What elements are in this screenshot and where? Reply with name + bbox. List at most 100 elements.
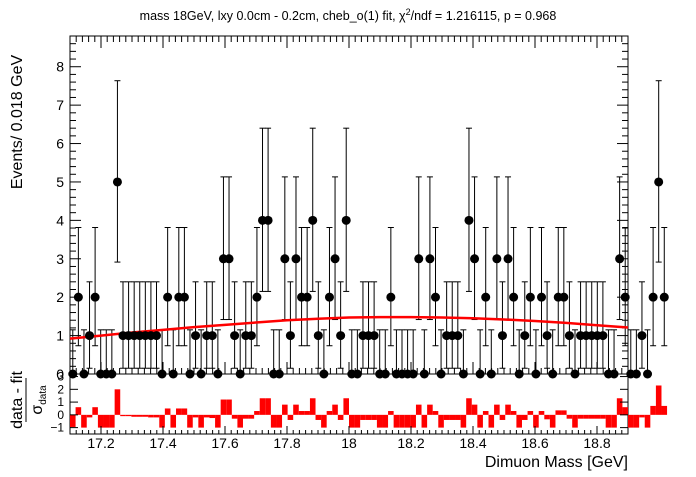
y-tick-label: 3 xyxy=(56,251,64,267)
data-point xyxy=(620,292,630,302)
data-point xyxy=(324,292,334,302)
pull-bars xyxy=(70,385,668,428)
pull-bar xyxy=(265,398,271,415)
pull-bar xyxy=(510,411,517,415)
data-point xyxy=(285,331,295,341)
pull-bar xyxy=(142,414,149,417)
data-point xyxy=(425,254,435,264)
y-tick-label: 2 xyxy=(56,289,64,305)
data-point xyxy=(525,292,535,302)
main-x-ticks xyxy=(69,36,629,374)
main-plot: 0 1 2 3 4 5 6 7 8 Events/ 0.018 GeV xyxy=(9,35,669,382)
pull-bar xyxy=(176,408,182,415)
pull-bar xyxy=(516,414,522,428)
pull-bar xyxy=(226,399,232,415)
pull-bar xyxy=(466,398,472,415)
pull-bar xyxy=(326,411,333,415)
pull-bar xyxy=(628,414,634,428)
data-point xyxy=(230,331,240,341)
x-tick-label: 17.4 xyxy=(149,435,176,451)
title-pre: mass 18GeV, lxy 0.0cm - 0.2cm, cheb_o(1)… xyxy=(140,9,399,23)
pull-bar xyxy=(555,410,562,415)
data-point xyxy=(336,331,346,341)
x-tick-label: 18.6 xyxy=(521,435,548,451)
title-post: /ndf = 1.216115, p = 0.968 xyxy=(411,9,557,23)
pull-bar xyxy=(561,410,567,415)
pull-y-label-denominator: σdata xyxy=(29,385,49,415)
pull-bar xyxy=(92,407,98,415)
pull-bar xyxy=(622,407,628,415)
pull-bar xyxy=(521,414,528,420)
data-point xyxy=(464,215,474,225)
pull-bar xyxy=(421,414,428,428)
data-point xyxy=(73,292,83,302)
pull-bar xyxy=(298,411,305,415)
x-tick-label: 18.8 xyxy=(583,435,610,451)
pull-y-label: data - fit σdata xyxy=(9,371,49,429)
pull-bar xyxy=(282,404,288,415)
data-point xyxy=(654,177,664,187)
pull-y-tick-label: −1 xyxy=(50,421,64,435)
pull-bar xyxy=(360,414,366,420)
data-point xyxy=(492,254,502,264)
pull-bar xyxy=(388,411,394,415)
pull-bar xyxy=(393,414,400,428)
pull-bar xyxy=(136,414,143,417)
pull-bar xyxy=(309,398,316,415)
pull-bar xyxy=(639,414,645,418)
data-point xyxy=(430,292,440,302)
pull-bar xyxy=(499,414,506,420)
data-point xyxy=(252,292,262,302)
x-tick-label: 18.4 xyxy=(459,435,486,451)
pull-bar xyxy=(254,411,260,415)
pull-bar xyxy=(572,414,578,428)
data-point xyxy=(263,215,273,225)
data-point xyxy=(659,292,669,302)
pull-y-tick-label: 1 xyxy=(57,395,64,409)
pull-bar xyxy=(410,414,416,428)
title-chi: χ xyxy=(399,9,406,23)
pull-bar xyxy=(455,414,461,420)
pull-bar xyxy=(488,414,495,428)
pull-bar xyxy=(354,414,361,428)
pull-bar xyxy=(566,414,573,419)
pull-bar xyxy=(494,404,500,415)
pull-bar xyxy=(432,411,439,415)
x-tick-label: 17.2 xyxy=(87,435,114,451)
pull-bar xyxy=(181,408,188,415)
pull-bar xyxy=(482,411,489,415)
data-point xyxy=(637,331,647,341)
pull-bar xyxy=(321,414,327,428)
pull-bar xyxy=(577,414,584,419)
data-point xyxy=(386,292,396,302)
pull-bar xyxy=(120,414,126,417)
pull-bar xyxy=(270,414,277,428)
data-point xyxy=(564,331,574,341)
pull-y-tick-label: 0 xyxy=(57,408,64,422)
pull-bar xyxy=(315,414,322,420)
data-point xyxy=(598,331,608,341)
data-point xyxy=(503,254,513,264)
pull-bar xyxy=(415,404,422,415)
main-y-axis: 0 1 2 3 4 5 6 7 8 xyxy=(56,35,628,382)
pull-bar xyxy=(220,399,227,415)
chart-title: mass 18GeV, lxy 0.0cm - 0.2cm, cheb_o(1)… xyxy=(140,7,557,23)
pull-bar xyxy=(203,414,210,418)
data-point xyxy=(85,331,95,341)
pull-bar xyxy=(159,414,165,428)
pull-bar xyxy=(114,389,121,415)
pull-bar xyxy=(109,414,115,428)
y-tick-label: 8 xyxy=(56,59,64,75)
data-point xyxy=(648,292,658,302)
pull-bar xyxy=(231,414,238,419)
pull-bar xyxy=(544,414,550,420)
pull-bar xyxy=(661,405,668,415)
pull-bar xyxy=(209,414,216,419)
pull-y-tick-label: 2 xyxy=(57,382,64,396)
data-point xyxy=(341,215,351,225)
data-point xyxy=(481,292,491,302)
data-points xyxy=(68,177,669,379)
